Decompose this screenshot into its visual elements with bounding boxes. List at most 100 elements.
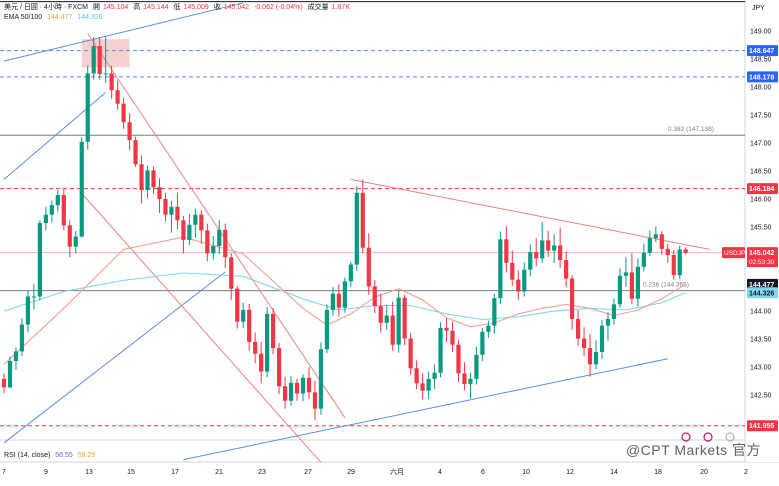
rsi-value-2: 58.25 [77, 452, 96, 459]
candle [282, 376, 288, 409]
candle-body [318, 349, 324, 409]
candle-body [360, 192, 365, 248]
candle [426, 371, 431, 400]
candle [43, 206, 48, 231]
candle-body [552, 245, 557, 251]
candle-body [199, 214, 204, 231]
candle [540, 221, 545, 263]
volume-value: 1.87K [331, 4, 350, 11]
candle-body [599, 325, 605, 352]
currency-label: JPY [752, 5, 765, 12]
trendline-blue-0 [3, 2, 244, 62]
candle [336, 284, 341, 317]
candle-body [522, 269, 527, 292]
candle [1, 373, 7, 393]
open-label: 開 [92, 4, 100, 11]
candle-body [103, 73, 108, 75]
candle [498, 231, 503, 304]
candle [420, 373, 425, 400]
trendline-red-5 [81, 193, 322, 463]
candle-body [432, 372, 437, 379]
candle-body [25, 296, 31, 325]
time-tick-label: 29 [347, 469, 355, 476]
candle-body [605, 318, 611, 326]
price-axis[interactable]: JPY 149.00 148.50 148.00 147.50 147.00 146.50 1… [746, 0, 779, 462]
candle-body [121, 103, 126, 123]
candle [384, 304, 389, 330]
candle [528, 244, 533, 277]
candle [169, 200, 174, 233]
candle-body [570, 278, 575, 319]
candle [564, 251, 569, 287]
candle [318, 342, 324, 415]
candle [265, 307, 270, 378]
symbol-title[interactable]: 美元 / 日圓 · 4小時 · FXCM [4, 4, 88, 11]
candle [97, 36, 102, 80]
candle-body [623, 272, 629, 276]
candle [217, 220, 222, 255]
ema50-value: 144.477 [47, 14, 73, 21]
time-tick-label: 17 [171, 469, 179, 476]
candle [175, 192, 180, 230]
time-tick-label: 13 [85, 469, 93, 476]
candle-body [223, 229, 228, 258]
candle [462, 362, 467, 391]
candle-body [336, 293, 341, 308]
candle [145, 165, 150, 199]
symbol-legend[interactable]: 美元 / 日圓 · 4小時 · FXCM 開 145.104 高 145.144 低… [4, 3, 353, 12]
time-tick-label: 15 [127, 469, 135, 476]
candle-body [235, 288, 240, 322]
time-tick-label: 2 [744, 469, 748, 476]
low-label: 低 [173, 4, 181, 11]
time-axis[interactable]: 7 9 13 15 17 21 23 27 29 六月 4 6 10 12 14 18 20 2 [2, 467, 748, 476]
candle [360, 179, 365, 254]
candle [534, 238, 539, 267]
price-tag-red: 141.955 [747, 420, 778, 432]
ema-label[interactable]: EMA 50/100 [4, 14, 43, 21]
close-label: 收 [213, 4, 221, 11]
candle-body [492, 298, 497, 326]
candle-body [408, 338, 413, 369]
candle [414, 360, 419, 389]
candle-body [456, 344, 461, 374]
candle-body [229, 257, 234, 289]
price-tag-blue: 148.647 [747, 45, 778, 57]
time-tick-label: 23 [258, 469, 266, 476]
candle [211, 235, 216, 260]
price-tag-last: USDJPY 145.042 02:53:30 [722, 247, 778, 268]
rsi-legend[interactable]: RSI (14, close) 56.55 58.25 [4, 452, 98, 459]
candle-body [211, 246, 216, 254]
ema-legend[interactable]: EMA 50/100 144.477 144.326 [4, 13, 106, 22]
candle-body [193, 214, 198, 225]
symbol-tag-label: USDJPY [724, 250, 750, 257]
candle [587, 334, 593, 377]
candle [312, 380, 318, 420]
candle [510, 250, 515, 286]
time-tick-label: 6 [481, 469, 485, 476]
candle [402, 294, 407, 346]
candle-body [617, 275, 623, 305]
candle [504, 226, 509, 273]
economic-event-icon [681, 432, 691, 442]
candle [31, 284, 36, 310]
candle [653, 226, 658, 243]
candle [193, 208, 198, 238]
candle-body [450, 330, 455, 345]
candle [115, 80, 120, 110]
trendline-blue-1 [3, 92, 106, 180]
price-tag-label: 144.477 [749, 282, 774, 289]
price-tag-label: 148.647 [749, 48, 774, 55]
candle-body [665, 248, 670, 256]
candle [522, 262, 527, 297]
rsi-label[interactable]: RSI (14, close) [4, 452, 51, 459]
time-tick-label: 21 [215, 469, 223, 476]
candle [300, 374, 306, 402]
time-tick-label: 27 [304, 469, 312, 476]
candle [575, 309, 581, 346]
candle-body [390, 315, 395, 345]
candle-body [187, 224, 192, 240]
candle-body [169, 206, 174, 215]
candle-body [641, 252, 646, 267]
